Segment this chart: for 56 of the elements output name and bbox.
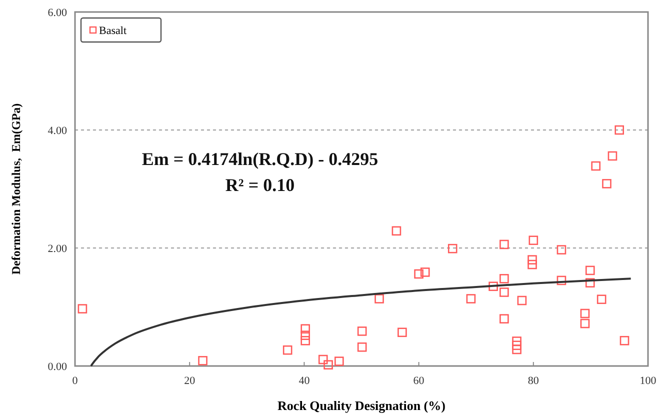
point xyxy=(585,278,595,288)
point xyxy=(512,340,522,350)
point xyxy=(500,240,509,250)
y-tick-label: 4.00 xyxy=(48,125,68,137)
point xyxy=(608,151,618,161)
point xyxy=(620,336,630,346)
point xyxy=(602,179,612,188)
point xyxy=(78,304,88,314)
point xyxy=(500,288,509,297)
annotation: R² = 0.10 xyxy=(225,175,295,195)
x-tick-label: 40 xyxy=(298,375,310,387)
line-series xyxy=(90,278,632,367)
point xyxy=(300,336,310,346)
point xyxy=(334,356,344,366)
point xyxy=(357,326,367,336)
point xyxy=(512,344,522,354)
point xyxy=(198,356,208,366)
point xyxy=(324,360,333,370)
point xyxy=(500,314,509,324)
x-tick-label: 20 xyxy=(184,375,196,387)
y-tick-label: 0.00 xyxy=(48,361,68,373)
point xyxy=(414,269,424,279)
point xyxy=(420,268,430,277)
point xyxy=(580,318,590,328)
point xyxy=(318,354,328,364)
point xyxy=(448,244,458,254)
point xyxy=(500,274,509,284)
point xyxy=(556,245,566,254)
point xyxy=(398,328,407,338)
point xyxy=(488,282,498,291)
y-tick-label: 2.00 xyxy=(48,243,68,255)
point xyxy=(528,236,538,245)
point xyxy=(556,276,566,286)
y-tick-label: 6.00 xyxy=(48,7,68,19)
point xyxy=(585,266,595,276)
point xyxy=(300,324,310,334)
x-tick-label: 60 xyxy=(413,375,425,387)
point xyxy=(596,294,606,304)
point xyxy=(591,161,601,171)
point xyxy=(357,342,367,352)
annotation: Em = 0.4174ln(R.Q.D) - 0.4295 xyxy=(142,149,378,169)
x-axis-title: Rock Quality Designation (%) xyxy=(278,398,446,413)
point xyxy=(528,260,537,270)
legend-label: Basalt xyxy=(99,25,126,37)
point xyxy=(466,294,476,304)
x-tick-label: 80 xyxy=(528,375,540,387)
y-axis-title: Deformation Modulus, Em(GPa) xyxy=(9,103,23,275)
point xyxy=(614,125,624,135)
x-tick-label: 0 xyxy=(72,375,78,387)
point xyxy=(517,296,527,306)
point xyxy=(374,294,384,304)
point xyxy=(282,345,292,355)
point xyxy=(528,255,537,264)
x-tick-label: 100 xyxy=(640,375,657,387)
point xyxy=(580,308,590,318)
point xyxy=(392,226,402,236)
